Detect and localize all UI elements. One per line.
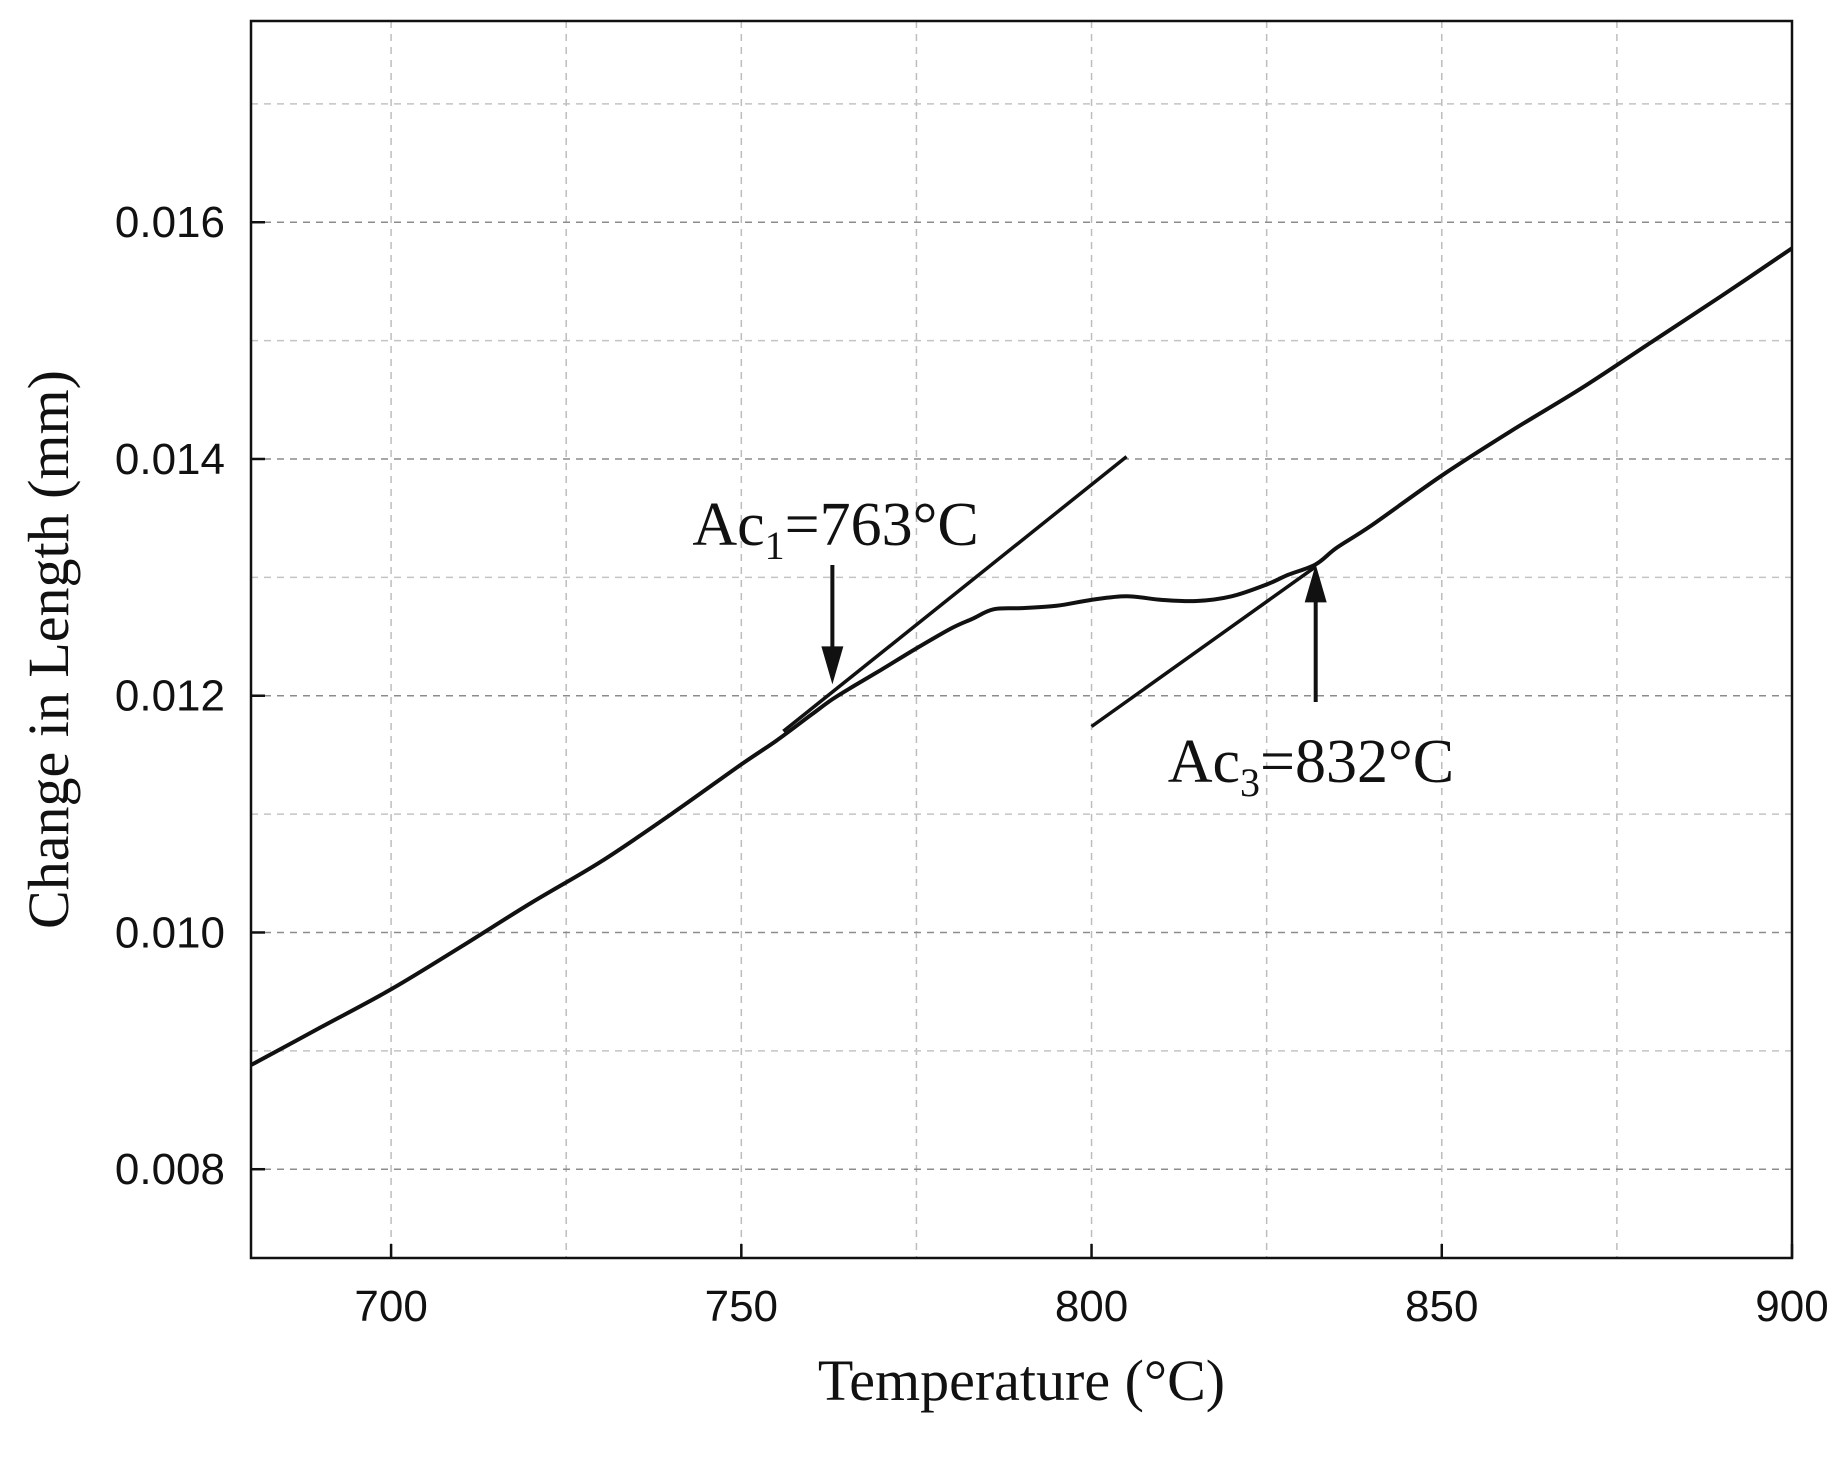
grid-lines	[251, 21, 1793, 1258]
x-tick-label: 700	[354, 1282, 427, 1331]
tangent-line	[782, 455, 1128, 733]
tangent-line	[1090, 565, 1317, 728]
x-tick-label: 850	[1405, 1282, 1478, 1331]
tick-layer: 700 750 800 850 900 0.008 0.010 0.012 0.014 0.016	[115, 198, 1829, 1331]
x-axis-title: Temperature (°C)	[818, 1348, 1225, 1413]
arrow-head	[1304, 564, 1327, 603]
plot-frame	[249, 19, 1794, 1260]
x-tick-label: 800	[1055, 1282, 1128, 1331]
y-tick-label: 0.010	[115, 908, 225, 957]
series-layer	[250, 246, 1794, 1067]
x-tick-label: 750	[705, 1282, 778, 1331]
y-tick-label: 0.008	[115, 1145, 225, 1194]
annotation-layer: Ac1=763°C Ac3=832°C	[692, 491, 1454, 805]
annotation-ac1: Ac1=763°C	[692, 491, 978, 568]
x-tick-label: 900	[1755, 1282, 1828, 1331]
y-tick-label: 0.016	[115, 198, 225, 247]
annotation-ac3: Ac3=832°C	[1168, 728, 1454, 805]
arrow-head	[821, 646, 844, 685]
series-line	[250, 246, 1794, 1067]
y-axis-title: Change in Length (mm)	[16, 370, 81, 929]
y-tick-label: 0.014	[115, 435, 225, 484]
y-tick-label: 0.012	[115, 672, 225, 721]
